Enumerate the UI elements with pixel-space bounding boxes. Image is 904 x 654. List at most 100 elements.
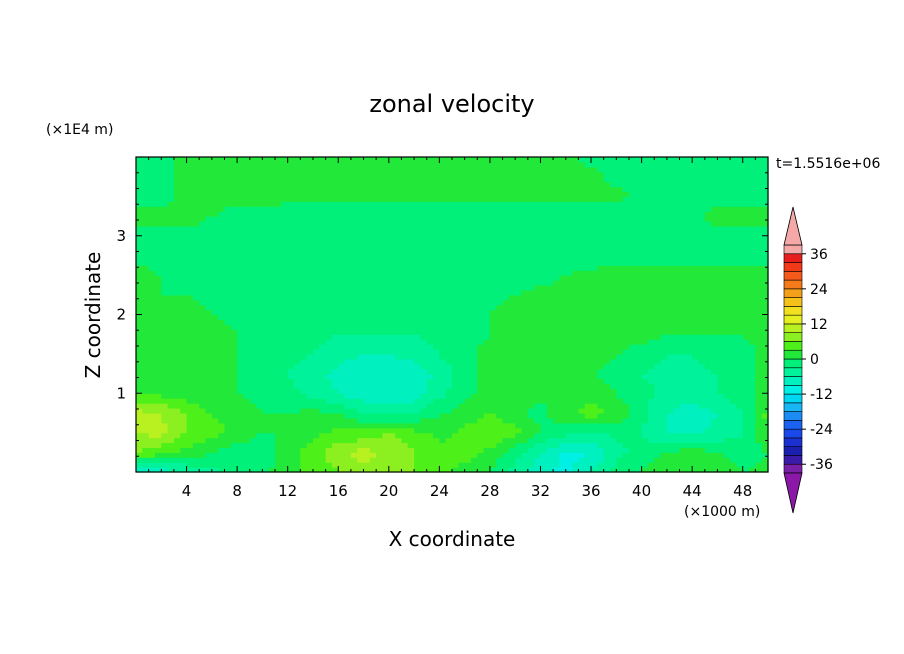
field-cell [496,393,504,399]
field-cell [540,294,548,301]
field-cell [534,373,542,380]
field-cell [603,358,611,365]
field-cell [192,289,200,296]
field-cell [578,255,586,261]
field-cell [742,275,750,281]
field-cell [603,432,611,439]
field-cell [723,314,731,321]
field-cell [331,344,339,350]
field-cell [420,265,428,271]
field-cell [730,230,737,237]
field-cell [287,422,295,429]
field-cell [654,225,662,232]
field-cell [312,240,320,247]
field-cell [281,432,289,439]
field-cell [363,275,371,281]
field-cell [540,442,548,448]
field-cell [325,447,333,453]
field-cell [527,422,535,429]
field-cell [180,467,188,473]
field-cell [730,329,737,335]
field-cell [294,467,301,473]
field-cell [249,358,257,365]
field-cell [578,344,586,350]
field-cell [218,348,226,355]
field-cell [445,462,453,468]
field-cell [673,358,681,365]
field-cell [439,452,447,458]
field-cell [249,427,257,434]
field-cell [496,388,504,394]
field-cell [414,452,421,458]
field-cell [388,393,396,399]
field-cell [692,294,700,301]
field-cell [312,344,320,350]
field-cell [325,334,333,340]
field-cell [186,363,194,370]
field-cell [698,280,706,286]
field-cell [698,348,706,355]
field-cell [357,412,365,419]
field-cell [268,304,276,311]
field-cell [660,358,668,365]
field-cell [407,437,415,444]
field-cell [647,284,655,291]
field-cell [477,309,485,316]
field-cell [445,378,453,384]
field-cell [407,383,415,389]
field-cell [685,280,693,286]
field-cell [685,457,693,463]
field-cell [711,294,719,301]
field-cell [369,353,377,360]
field-cell [319,260,327,266]
field-cell [565,260,573,266]
field-cell [749,403,756,409]
field-cell [458,368,466,375]
field-cell [521,329,529,335]
field-cell [730,393,737,399]
field-cell [357,462,365,468]
field-cell [704,427,712,434]
field-cell [603,457,611,463]
field-cell [357,437,365,444]
field-cell [331,388,339,394]
field-cell [698,378,706,384]
field-cell [584,452,592,458]
field-cell [717,417,725,424]
field-cell [338,422,346,429]
field-cell [218,368,226,375]
field-cell [369,230,377,237]
field-cell [312,235,320,242]
field-cell [205,260,213,266]
field-cell [711,299,719,306]
field-cell [578,230,586,237]
field-cell [275,457,282,463]
field-cell [433,378,440,384]
field-cell [218,299,226,306]
field-cell [148,250,156,257]
field-cell [616,250,624,257]
field-cell [426,467,434,473]
field-cell [508,260,516,266]
field-cell [723,334,731,340]
field-cell [344,235,352,242]
field-cell [597,265,605,271]
field-cell [376,270,384,276]
field-cell [496,344,504,350]
field-cell [173,452,181,458]
field-cell [597,255,605,261]
field-cell [647,417,655,424]
field-cell [249,339,257,345]
field-cell [584,422,592,429]
field-cell [262,275,270,281]
field-cell [660,314,668,321]
field-cell [679,457,687,463]
field-cell [420,378,428,384]
field-cell [224,260,232,266]
field-cell [698,422,706,429]
field-cell [331,353,339,360]
field-cell [698,275,706,281]
field-cell [161,353,169,360]
field-cell [553,358,561,365]
field-cell [173,275,181,281]
